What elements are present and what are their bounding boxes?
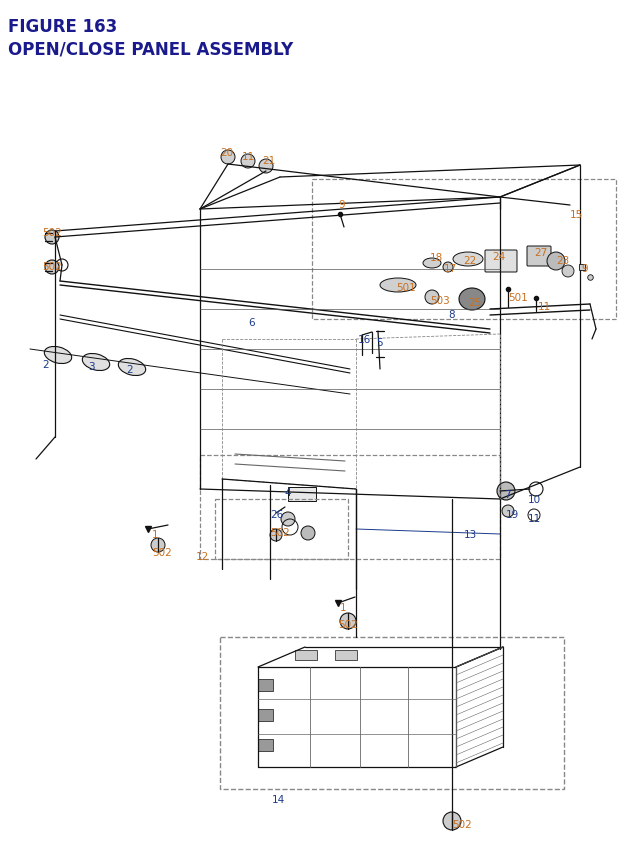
Text: 11: 11 (528, 513, 541, 523)
Text: 14: 14 (272, 794, 285, 804)
Text: 20: 20 (220, 148, 233, 158)
Text: 3: 3 (88, 362, 95, 372)
Bar (295, 650, 317, 660)
Text: OPEN/CLOSE PANEL ASSEMBLY: OPEN/CLOSE PANEL ASSEMBLY (8, 40, 293, 58)
Text: 502: 502 (42, 262, 61, 272)
Circle shape (562, 266, 574, 278)
Text: 11: 11 (538, 301, 551, 312)
Text: 6: 6 (248, 318, 255, 328)
Circle shape (270, 530, 282, 542)
Ellipse shape (83, 354, 109, 371)
Text: 26: 26 (270, 510, 284, 519)
FancyBboxPatch shape (527, 247, 551, 267)
Text: 22: 22 (463, 256, 476, 266)
Circle shape (281, 512, 295, 526)
Circle shape (502, 505, 514, 517)
Bar (335, 650, 357, 660)
Text: 19: 19 (506, 510, 519, 519)
Circle shape (301, 526, 315, 541)
Circle shape (425, 291, 439, 305)
Text: FIGURE 163: FIGURE 163 (8, 18, 117, 36)
Circle shape (45, 231, 59, 245)
Text: 502: 502 (42, 228, 61, 238)
Text: 5: 5 (376, 338, 383, 348)
Text: 13: 13 (464, 530, 477, 539)
Text: 18: 18 (430, 253, 444, 263)
Circle shape (497, 482, 515, 500)
Text: 25: 25 (468, 298, 481, 307)
Text: 7: 7 (504, 489, 511, 499)
Text: 21: 21 (262, 156, 275, 166)
Text: 501: 501 (508, 293, 528, 303)
Ellipse shape (453, 253, 483, 267)
Text: 2: 2 (126, 364, 132, 375)
Ellipse shape (459, 288, 485, 311)
Circle shape (547, 253, 565, 270)
Text: 11: 11 (242, 152, 255, 162)
Circle shape (151, 538, 165, 553)
Text: 4: 4 (284, 487, 291, 498)
Text: 8: 8 (448, 310, 454, 319)
Bar (258, 679, 273, 691)
Text: 1: 1 (152, 530, 159, 539)
Text: 24: 24 (492, 251, 505, 262)
FancyBboxPatch shape (485, 251, 517, 273)
Text: 502: 502 (152, 548, 172, 557)
Text: 501: 501 (396, 282, 416, 293)
Circle shape (241, 155, 255, 169)
Text: 12: 12 (196, 551, 209, 561)
Text: 15: 15 (570, 210, 583, 220)
Ellipse shape (423, 258, 441, 269)
Text: 9: 9 (338, 200, 344, 210)
Circle shape (340, 613, 356, 629)
Circle shape (443, 263, 453, 273)
Ellipse shape (118, 359, 146, 376)
Bar (258, 739, 273, 751)
Text: 17: 17 (444, 263, 457, 274)
Ellipse shape (44, 347, 72, 364)
Text: 502: 502 (338, 619, 358, 629)
Bar (258, 709, 273, 722)
Text: 9: 9 (581, 263, 588, 274)
Bar (288, 487, 316, 501)
Circle shape (259, 160, 273, 174)
Text: 502: 502 (452, 819, 472, 829)
Circle shape (221, 151, 235, 164)
Text: 503: 503 (430, 295, 450, 306)
Text: 23: 23 (556, 256, 569, 266)
Text: 2: 2 (42, 360, 49, 369)
Text: 502: 502 (270, 528, 290, 537)
Text: 10: 10 (528, 494, 541, 505)
Circle shape (45, 261, 59, 275)
Text: 1: 1 (340, 603, 347, 612)
Text: 16: 16 (358, 335, 371, 344)
Ellipse shape (380, 279, 416, 293)
Text: 27: 27 (534, 248, 547, 257)
Circle shape (443, 812, 461, 830)
